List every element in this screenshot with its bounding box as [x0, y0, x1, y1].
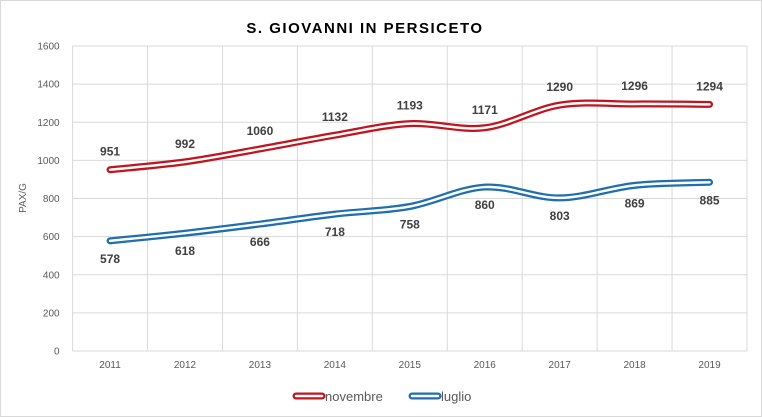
y-tick-label: 1600 — [37, 42, 60, 53]
x-tick-label: 2017 — [549, 360, 572, 371]
chart-title: S. GIOVANNI IN PERSICETO — [246, 20, 483, 37]
x-tick-label: 2013 — [249, 360, 272, 371]
legend-item-novembre[interactable]: novembre — [292, 389, 383, 404]
data-label: 618 — [175, 244, 195, 258]
data-label: 885 — [700, 193, 720, 207]
data-label: 1060 — [247, 124, 274, 138]
x-tick-label: 2016 — [474, 360, 497, 371]
series-line-inner — [108, 181, 711, 243]
y-tick-label: 1400 — [37, 80, 60, 91]
x-tick-label: 2012 — [174, 360, 197, 371]
x-tick-label: 2019 — [698, 360, 721, 371]
x-tick-label: 2015 — [399, 360, 422, 371]
y-tick-label: 200 — [43, 308, 60, 319]
data-label: 1171 — [472, 103, 498, 117]
y-tick-label: 1200 — [37, 118, 60, 129]
data-label: 578 — [100, 252, 120, 266]
data-label: 1296 — [621, 79, 648, 93]
data-label: 1193 — [397, 99, 423, 113]
y-tick-label: 400 — [43, 270, 60, 281]
y-tick-label: 1000 — [37, 156, 60, 167]
legend-label: novembre — [325, 389, 383, 404]
y-axis-label: PAX/G — [18, 183, 29, 213]
y-tick-label: 600 — [43, 232, 60, 243]
data-label: 869 — [625, 196, 645, 210]
data-label: 860 — [475, 198, 495, 212]
data-label: 758 — [400, 218, 420, 232]
series-novembre — [106, 99, 714, 174]
x-tick-label: 2018 — [623, 360, 646, 371]
x-tick-label: 2014 — [324, 360, 347, 371]
data-label: 718 — [325, 225, 345, 239]
data-label: 666 — [250, 235, 270, 249]
series-luglio — [106, 178, 714, 245]
y-tick-label: 0 — [54, 347, 60, 358]
x-tick-label: 2011 — [99, 360, 121, 371]
data-label: 803 — [550, 209, 570, 223]
data-label: 1290 — [546, 80, 573, 94]
data-label: 992 — [175, 137, 195, 151]
legend-item-luglio[interactable]: luglio — [408, 389, 471, 404]
data-label: 951 — [100, 145, 120, 159]
data-label: 1294 — [696, 79, 723, 93]
series-line-inner — [108, 101, 711, 171]
data-label: 1132 — [322, 110, 348, 124]
legend-label: luglio — [441, 389, 471, 404]
y-tick-label: 800 — [43, 194, 60, 205]
